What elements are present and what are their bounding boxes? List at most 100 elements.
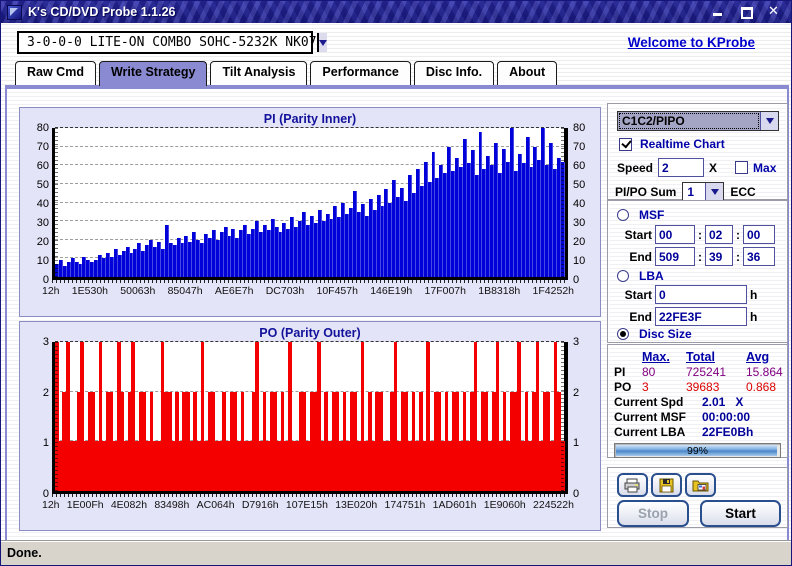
bar: [375, 391, 380, 491]
app-icon[interactable]: [7, 4, 22, 20]
msf-end-sec[interactable]: [705, 247, 733, 266]
print-button[interactable]: [617, 473, 648, 497]
tab-performance[interactable]: Performance: [310, 61, 411, 85]
stats-row-pi-max: 80: [642, 365, 656, 379]
mode-select-arrow[interactable]: [760, 112, 778, 130]
bar: [218, 441, 223, 491]
bar: [243, 224, 248, 277]
bar: [204, 441, 208, 491]
bar: [200, 342, 205, 491]
close-button[interactable]: ✕: [768, 4, 781, 19]
bar: [502, 148, 507, 277]
bar: [462, 139, 467, 277]
tab-about[interactable]: About: [497, 61, 558, 85]
po-plot: [52, 341, 568, 494]
tab-raw-cmd[interactable]: Raw Cmd: [15, 61, 96, 85]
bar: [408, 441, 412, 491]
bar: [345, 213, 350, 277]
bar: [341, 202, 346, 277]
x-tick-label: 1E530h: [71, 285, 108, 297]
msf-end-frame[interactable]: [743, 247, 775, 266]
tab-write-strategy[interactable]: Write Strategy: [98, 61, 208, 86]
device-select-arrow[interactable]: [316, 33, 327, 52]
current-speed-label: Current Spd: [614, 395, 684, 409]
msf-start-frame[interactable]: [743, 225, 775, 244]
bar: [193, 391, 197, 491]
msf-start-sec[interactable]: [705, 225, 733, 244]
bar: [360, 342, 365, 491]
lba-end-input[interactable]: [655, 307, 747, 326]
bar: [116, 342, 121, 491]
chevron-down-icon: [710, 189, 719, 195]
bar: [533, 146, 538, 277]
bar: [415, 441, 420, 491]
bar: [133, 249, 138, 277]
bar: [69, 441, 74, 491]
bar: [247, 441, 252, 491]
x-tick-label: 10F457h: [316, 285, 358, 297]
tab-tilt-analysis[interactable]: Tilt Analysis: [210, 61, 308, 85]
bar: [329, 219, 334, 277]
bar: [235, 237, 240, 277]
pipo-sum-select[interactable]: 1: [682, 182, 725, 202]
y-tick-label: 60: [573, 160, 586, 172]
bar: [298, 221, 303, 277]
save-image-button[interactable]: [685, 473, 716, 497]
bar: [411, 391, 416, 491]
mode-select[interactable]: C1C2/PIPO: [617, 111, 779, 131]
tab-disc-info[interactable]: Disc Info.: [413, 61, 495, 85]
bar: [490, 165, 495, 277]
bar: [80, 342, 85, 491]
pipo-sum-arrow[interactable]: [705, 183, 724, 201]
bar: [125, 247, 130, 277]
lba-start-unit: h: [750, 287, 758, 302]
pi-bars: [55, 128, 565, 277]
msf-start-min[interactable]: [655, 225, 695, 244]
msf-separator: :: [736, 249, 740, 264]
bar: [113, 249, 118, 277]
start-button[interactable]: Start: [700, 500, 781, 527]
save-button[interactable]: [651, 473, 682, 497]
bar: [192, 232, 197, 277]
bar: [58, 260, 63, 277]
bar: [284, 441, 288, 491]
stats-row-po-avg: 0.868: [746, 380, 777, 394]
x-tick-label: AE6E7h: [214, 285, 254, 297]
disc-size-radio[interactable]: [617, 328, 629, 340]
bar: [226, 441, 230, 491]
bar: [178, 441, 183, 491]
lba-radio[interactable]: [617, 270, 629, 282]
current-speed-value: 2.01 X: [702, 395, 744, 409]
lba-start-input[interactable]: [655, 285, 747, 304]
y-tick-label: 3: [573, 336, 580, 348]
bar: [433, 391, 438, 491]
po-chart-title: PO (Parity Outer): [259, 326, 361, 340]
welcome-link[interactable]: Welcome to KProbe: [627, 35, 755, 50]
speed-input[interactable]: [658, 158, 705, 177]
bar: [156, 441, 161, 491]
msf-end-label: End: [629, 249, 652, 264]
bar: [429, 441, 434, 491]
max-speed-checkbox[interactable]: [735, 161, 749, 174]
realtime-chart-checkbox[interactable]: [619, 137, 632, 151]
bar: [393, 342, 398, 491]
bar: [149, 239, 154, 277]
y-tick-label: 2: [573, 386, 580, 399]
bar: [404, 391, 409, 491]
scan-progress-text: 99%: [686, 444, 708, 457]
bar: [313, 223, 318, 277]
device-select[interactable]: 3-0-0-0 LITE-ON COMBO SOHC-5232K NK07: [17, 31, 327, 54]
minimize-button[interactable]: [712, 6, 725, 18]
bar: [288, 342, 292, 491]
speed-label: Speed: [617, 160, 654, 175]
bar: [498, 172, 503, 277]
stop-button[interactable]: Stop: [617, 500, 689, 527]
maximize-button[interactable]: [740, 6, 753, 19]
msf-radio[interactable]: [617, 209, 629, 221]
msf-end-min[interactable]: [655, 247, 695, 266]
bar: [219, 232, 224, 277]
range-group: MSF Start : : End : : LBA: [607, 200, 788, 343]
bar: [333, 206, 338, 277]
bar: [105, 252, 110, 277]
x-tick-label: 17F007h: [424, 285, 466, 297]
